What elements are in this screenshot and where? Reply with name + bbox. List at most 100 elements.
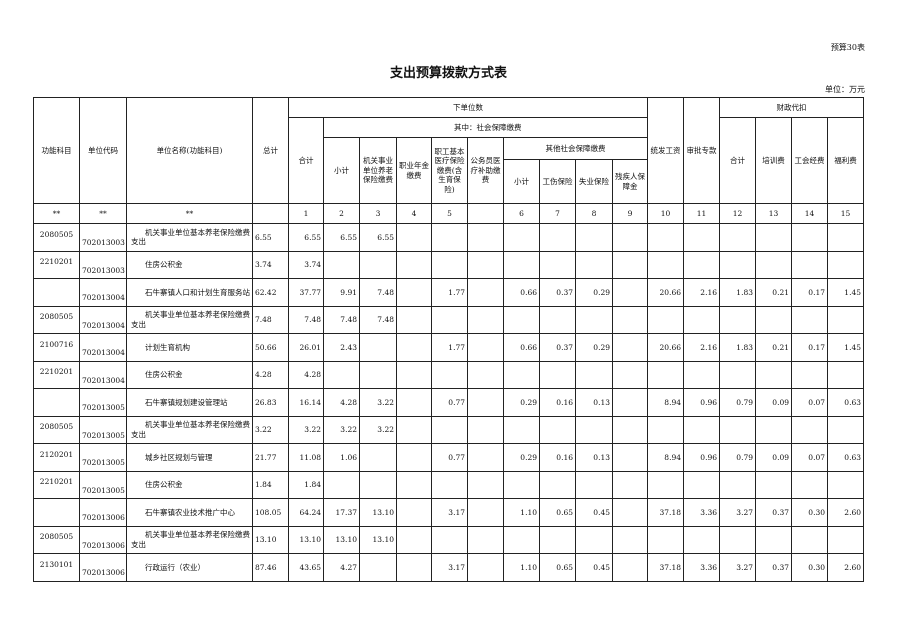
value-cell — [719, 250, 756, 279]
value-cell — [683, 525, 720, 554]
value-cell: 0.07 — [791, 388, 828, 417]
header-injury: 工伤保险 — [539, 159, 576, 204]
func-code-cell: 2210201 — [33, 250, 80, 279]
unit-name-text: 机关事业单位基本养老保险缴费支出 — [131, 420, 250, 439]
value-cell: 4.28 — [288, 360, 324, 389]
unit-name-text: 石牛寨镇人口和计划生育服务站 — [145, 287, 250, 297]
value-cell — [612, 525, 648, 554]
value-cell: 0.17 — [791, 278, 828, 307]
value-cell: 0.96 — [683, 388, 720, 417]
func-code-cell — [33, 388, 80, 417]
value-cell — [396, 553, 432, 582]
value-cell: 1.45 — [827, 333, 864, 362]
value-cell — [323, 470, 360, 499]
value-cell: 0.63 — [827, 388, 864, 417]
value-cell: 0.29 — [503, 388, 540, 417]
unit-name-cell: 石牛寨镇人口和计划生育服务站 — [126, 278, 253, 307]
value-cell: 0.09 — [755, 388, 792, 417]
total-cell: 3.74 — [252, 250, 289, 279]
value-cell — [467, 333, 504, 362]
value-cell: 0.37 — [539, 333, 576, 362]
value-cell — [503, 250, 540, 279]
page-title: 支出预算拨款方式表 — [389, 66, 507, 81]
value-cell — [396, 333, 432, 362]
value-cell — [612, 415, 648, 444]
value-cell: 37.77 — [288, 278, 324, 307]
value-cell: 8.94 — [647, 443, 684, 472]
value-cell — [647, 415, 684, 444]
value-cell: 0.37 — [539, 278, 576, 307]
value-cell: 7.48 — [288, 305, 324, 334]
value-cell — [539, 360, 576, 389]
column-number: 8 — [575, 203, 613, 224]
value-cell — [359, 553, 397, 582]
value-cell: 0.65 — [539, 498, 576, 527]
column-number: 10 — [647, 203, 684, 224]
value-cell — [323, 360, 360, 389]
header-func: 功能科目 — [33, 97, 80, 204]
value-cell — [467, 470, 504, 499]
value-cell — [647, 305, 684, 334]
value-cell: 0.79 — [719, 443, 756, 472]
value-cell: 16.14 — [288, 388, 324, 417]
value-cell — [396, 223, 432, 252]
func-code-cell: 2100716 — [33, 333, 80, 362]
value-cell — [612, 553, 648, 582]
value-cell — [323, 250, 360, 279]
column-number-row: ** ** ** 1 2 3 4 5 6 7 8 9 10 11 12 13 14 15 — [33, 203, 864, 224]
value-cell — [503, 360, 540, 389]
unit-name-cell: 住房公积金 — [126, 250, 253, 279]
value-cell — [396, 388, 432, 417]
value-cell — [719, 525, 756, 554]
column-number: 3 — [359, 203, 397, 224]
unit-name-cell: 行政运行（农业） — [126, 553, 253, 582]
value-cell — [647, 250, 684, 279]
unit-name-text: 石牛寨镇规划建设管理站 — [145, 397, 228, 407]
value-cell — [467, 305, 504, 334]
total-cell: 13.10 — [252, 525, 289, 554]
value-cell — [683, 223, 720, 252]
header-social: 其中：社会保障缴费 — [323, 117, 648, 138]
value-cell: 0.45 — [575, 498, 613, 527]
header-union: 工会经费 — [791, 117, 828, 204]
value-cell: 3.22 — [288, 415, 324, 444]
value-cell — [791, 223, 828, 252]
value-cell: 0.29 — [575, 333, 613, 362]
value-cell: 0.96 — [683, 443, 720, 472]
value-cell: 1.45 — [827, 278, 864, 307]
value-cell — [396, 278, 432, 307]
unit-name-text: 石牛寨镇农业技术推广中心 — [145, 507, 235, 517]
table-row: 2080505 702013003 机关事业单位基本养老保险缴费支出 6.55 6.55… — [33, 223, 864, 252]
column-number: 6 — [503, 203, 540, 224]
value-cell — [431, 223, 468, 252]
value-cell — [612, 388, 648, 417]
func-code-cell — [33, 278, 80, 307]
column-number: 4 — [396, 203, 432, 224]
value-cell: 6.55 — [288, 223, 324, 252]
value-cell — [396, 470, 432, 499]
value-cell — [827, 415, 864, 444]
value-cell — [396, 525, 432, 554]
value-cell: 13.10 — [359, 525, 397, 554]
value-cell — [431, 250, 468, 279]
value-cell: 0.37 — [755, 498, 792, 527]
value-cell: 4.27 — [323, 553, 360, 582]
unit-label: 单位：万元 — [825, 85, 865, 94]
value-cell — [539, 470, 576, 499]
value-cell — [539, 250, 576, 279]
column-number — [252, 203, 289, 224]
header-other: 其他社会保障缴费 — [503, 137, 648, 160]
value-cell — [647, 360, 684, 389]
header-lower: 下单位数 — [288, 97, 648, 118]
value-cell — [755, 223, 792, 252]
value-cell — [612, 498, 648, 527]
value-cell: 0.17 — [791, 333, 828, 362]
value-cell: 0.30 — [791, 498, 828, 527]
column-number: ** — [79, 203, 127, 224]
header-ucode: 单位代码 — [79, 97, 127, 204]
header-unemp: 失业保险 — [575, 159, 613, 204]
value-cell: 20.66 — [647, 278, 684, 307]
func-code-cell: 2080505 — [33, 415, 80, 444]
value-cell — [719, 415, 756, 444]
header-special: 审批专款 — [683, 97, 720, 204]
